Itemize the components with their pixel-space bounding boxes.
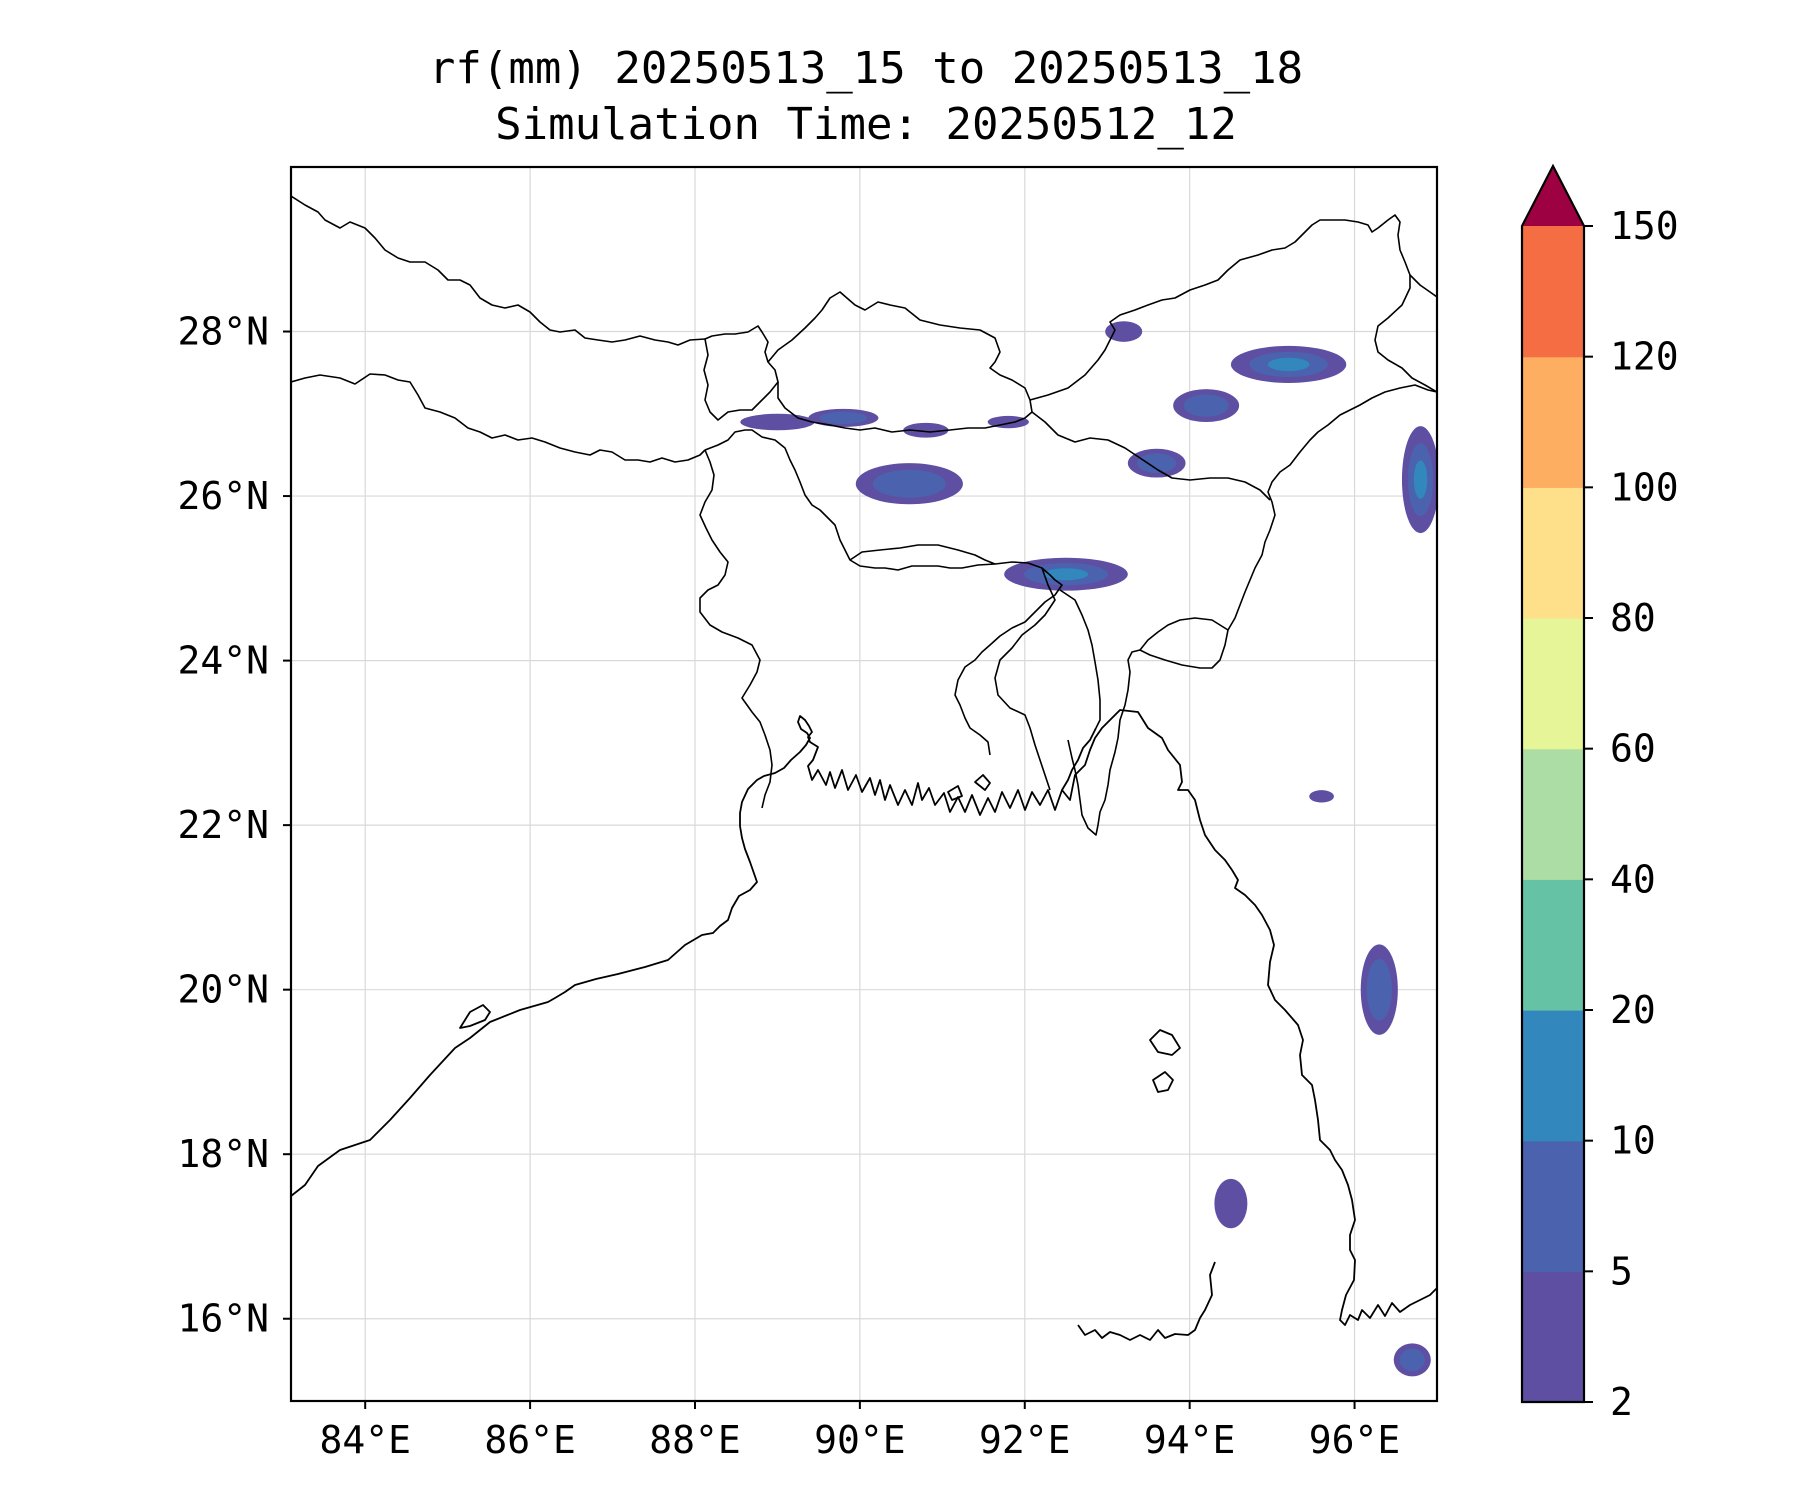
border-nepal-north bbox=[291, 195, 706, 346]
colorbar-frame bbox=[1520, 163, 1586, 1404]
lat-tick-label: 22°N bbox=[177, 803, 269, 847]
colorbar-tick-label: 150 bbox=[1610, 204, 1679, 248]
border-meghalaya bbox=[849, 544, 996, 565]
rain-contour bbox=[1137, 453, 1177, 473]
lon-tick-label: 94°E bbox=[1144, 1418, 1236, 1462]
colorbar-tick-label: 40 bbox=[1610, 857, 1656, 901]
colorbar-segment bbox=[1522, 226, 1584, 358]
colorbar-segment bbox=[1522, 487, 1584, 619]
rain-contour bbox=[819, 411, 868, 425]
rain-contour bbox=[1043, 568, 1089, 581]
border-manipur bbox=[1139, 617, 1229, 651]
border-arunachal bbox=[1029, 214, 1437, 401]
island-cheduba bbox=[1152, 1071, 1174, 1093]
map-panel: 84°E 86°E 88°E 90°E 92°E 94°E 96°E 16°N 18°N 20°N… bbox=[177, 165, 1439, 1462]
border-nepal-south bbox=[291, 373, 706, 463]
colorbar-segment bbox=[1522, 1140, 1584, 1272]
map-frame bbox=[289, 165, 1439, 1403]
rain-contour bbox=[903, 422, 949, 438]
rain-contour bbox=[1399, 1348, 1425, 1372]
border-india-myanmar bbox=[1067, 384, 1437, 836]
basemap bbox=[291, 195, 1437, 1341]
colorbar-segment bbox=[1522, 1271, 1584, 1403]
lat-tick-label: 20°N bbox=[177, 968, 269, 1012]
lon-tick-label: 92°E bbox=[979, 1418, 1071, 1462]
colorbar-segment bbox=[1522, 356, 1584, 488]
colorbar-tick-label: 120 bbox=[1610, 335, 1679, 379]
colorbar-tick-label: 5 bbox=[1610, 1249, 1633, 1293]
rain-contour bbox=[1267, 357, 1310, 372]
rain-contour bbox=[740, 413, 815, 431]
colorbar-tick-label: 80 bbox=[1610, 596, 1656, 640]
lat-tick-label: 24°N bbox=[177, 639, 269, 683]
rain-contour bbox=[1214, 1178, 1248, 1229]
rain-contour bbox=[1413, 460, 1428, 499]
colorbar-tick-label: 60 bbox=[1610, 727, 1656, 771]
border-tripura bbox=[994, 567, 1056, 791]
rain-contour bbox=[1309, 790, 1334, 803]
border-bhutan bbox=[767, 291, 1033, 433]
colorbar-tick-label: 20 bbox=[1610, 988, 1656, 1032]
coastline-myanmar-south bbox=[1077, 1261, 1216, 1341]
rainfall-contours bbox=[740, 321, 1437, 1377]
axis-ticks: 84°E 86°E 88°E 90°E 92°E 94°E 96°E 16°N 18°N 20°N… bbox=[177, 310, 1400, 1462]
island-maheshkhali bbox=[974, 774, 991, 791]
lon-tick-label: 86°E bbox=[484, 1418, 576, 1462]
lon-tick-label: 88°E bbox=[649, 1418, 741, 1462]
colorbar-tick-label: 2 bbox=[1610, 1380, 1633, 1424]
lon-tick-label: 96°E bbox=[1309, 1418, 1401, 1462]
colorbar-tick-label: 10 bbox=[1610, 1119, 1656, 1163]
lat-tick-label: 16°N bbox=[177, 1297, 269, 1341]
island-sandwip bbox=[947, 785, 963, 801]
island-chilika bbox=[459, 1004, 491, 1029]
colorbar-segment bbox=[1522, 1010, 1584, 1142]
colorbar-tick-label: 100 bbox=[1610, 465, 1679, 509]
colorbar-segment bbox=[1522, 748, 1584, 880]
rain-contour bbox=[1105, 321, 1143, 342]
lon-tick-label: 90°E bbox=[814, 1418, 906, 1462]
colorbar-extend-arrow bbox=[1522, 166, 1584, 226]
map-title: rf(mm) 20250513_15 to 20250513_18 bbox=[429, 43, 1303, 94]
rain-contour bbox=[1366, 958, 1392, 1021]
lat-tick-label: 18°N bbox=[177, 1132, 269, 1176]
border-bangladesh-west bbox=[699, 449, 773, 809]
lat-tick-label: 26°N bbox=[177, 474, 269, 518]
lon-tick-label: 84°E bbox=[319, 1418, 411, 1462]
gridlines bbox=[291, 167, 1437, 1401]
rain-contour bbox=[1183, 394, 1229, 417]
rain-contour bbox=[872, 469, 946, 498]
island-ramree bbox=[1149, 1029, 1181, 1056]
lat-tick-label: 28°N bbox=[177, 310, 269, 354]
map-subtitle: Simulation Time: 20250512_12 bbox=[495, 99, 1237, 150]
border-china-myanmar bbox=[1374, 275, 1437, 393]
colorbar: 2 5 10 20 40 60 80 100 120 150 bbox=[1520, 163, 1679, 1424]
border-assam-south bbox=[1031, 411, 1271, 501]
border-mizoram bbox=[1059, 589, 1101, 729]
colorbar-segment bbox=[1522, 618, 1584, 750]
border-sikkim bbox=[703, 325, 779, 421]
border-bangladesh bbox=[704, 429, 1063, 756]
colorbar-segment bbox=[1522, 879, 1584, 1011]
coastline-arakan-ext bbox=[1061, 727, 1097, 791]
coastline-west bbox=[291, 709, 1437, 1326]
